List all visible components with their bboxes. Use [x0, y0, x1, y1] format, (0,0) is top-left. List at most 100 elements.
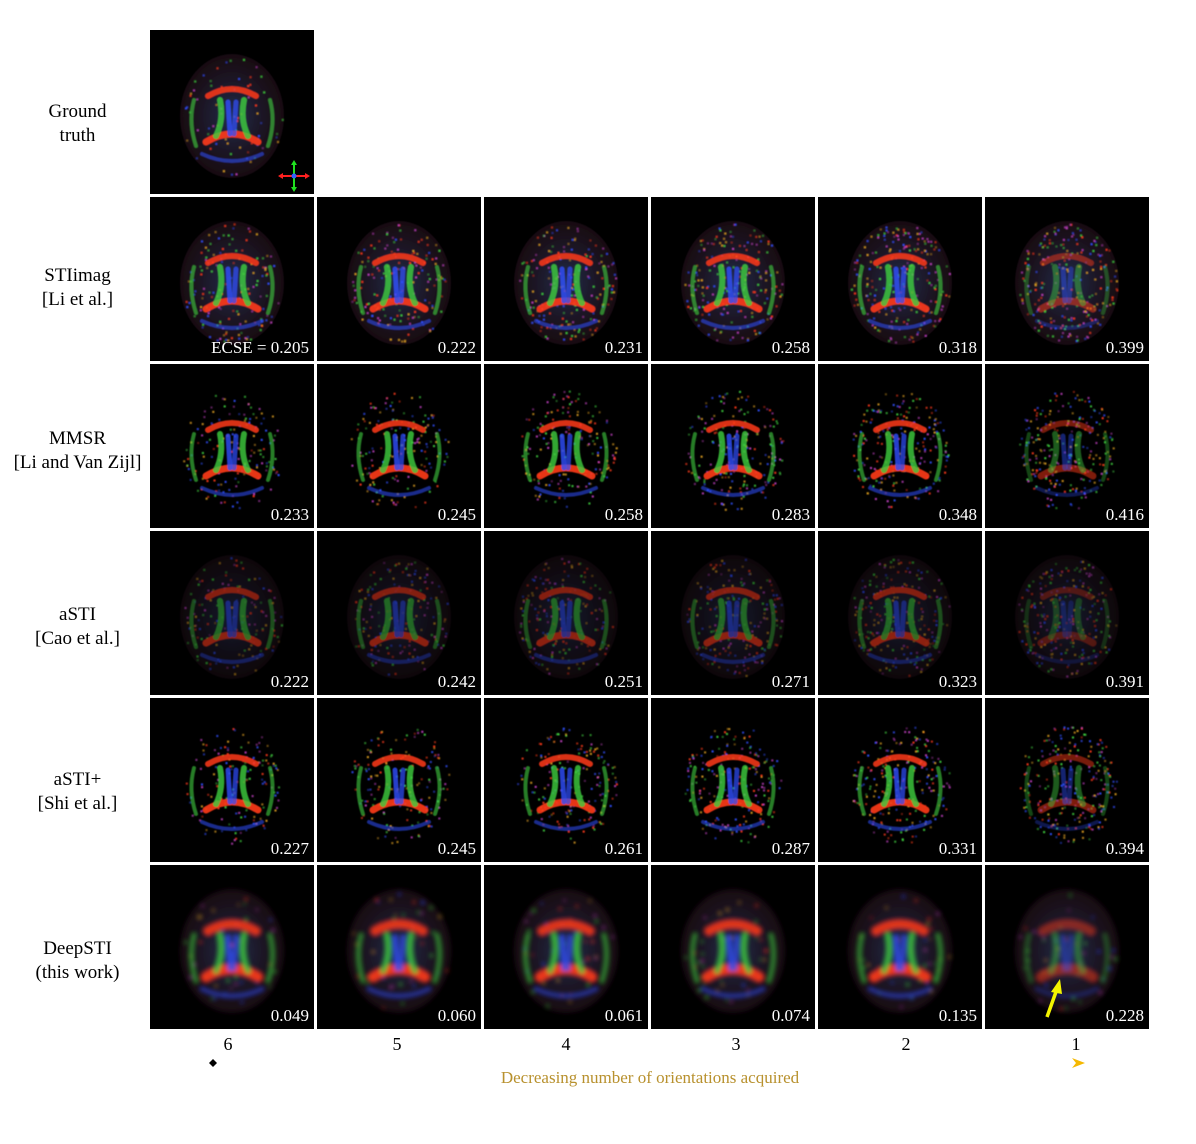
brain-slice-image — [1015, 555, 1119, 679]
column-number-4: 4 — [561, 1034, 571, 1054]
brain-slice-image — [848, 221, 952, 345]
ecse-value: 0.318 — [938, 338, 977, 357]
column-number-3: 3 — [731, 1034, 741, 1054]
reconstruction-image: 0.222 — [150, 531, 314, 695]
brain-slice-image — [685, 390, 785, 511]
brain-slice-image — [347, 221, 451, 345]
row-label-mmsr: MMSR [Li and Van Zijl] — [0, 427, 155, 475]
ecse-value: 0.222 — [437, 338, 476, 357]
ecse-value: 0.233 — [270, 505, 309, 524]
reconstruction-image: 0.231 — [484, 197, 648, 361]
reconstruction-image: 0.228 — [985, 865, 1149, 1029]
row-label-line2: (this work) — [35, 962, 120, 983]
ecse-value: 0.228 — [1105, 1006, 1144, 1025]
brain-slice-image — [185, 728, 281, 845]
ecse-value: 0.271 — [771, 672, 810, 691]
row-label-line1: DeepSTI — [43, 938, 112, 959]
row-label-line2: [Shi et al.] — [37, 793, 118, 814]
reconstruction-image: 0.222 — [317, 197, 481, 361]
row-label-ground-truth: Ground truth — [0, 100, 155, 148]
column-number-2: 2 — [901, 1034, 911, 1054]
brain-slice-image — [514, 555, 618, 679]
axis-caption: Decreasing number of orientations acquir… — [500, 1068, 800, 1087]
row-label-stiimag: STIimag [Li et al.] — [0, 264, 155, 312]
ecse-value: 0.258 — [771, 338, 810, 357]
ecse-value: 0.222 — [270, 672, 309, 691]
ecse-value: 0.242 — [437, 672, 476, 691]
brain-slice-image — [350, 392, 450, 509]
brain-slice-image — [681, 889, 785, 1013]
reconstruction-image: 0.323 — [818, 531, 982, 695]
reconstruction-image: 0.283 — [651, 364, 815, 528]
brain-slice-image — [347, 889, 451, 1013]
brain-slice-image — [848, 889, 952, 1013]
reconstruction-image: 0.049 — [150, 865, 314, 1029]
ecse-value: ECSE = 0.205 — [211, 338, 309, 357]
reconstruction-image: 0.135 — [818, 865, 982, 1029]
row-label-asti: aSTI [Cao et al.] — [0, 603, 155, 651]
brain-slice-image — [1015, 889, 1119, 1018]
reconstruction-image: 0.060 — [317, 865, 481, 1029]
brain-slice-image — [684, 727, 783, 844]
row-label-line1: Ground — [48, 101, 107, 122]
axis-arrowhead — [1072, 1058, 1085, 1068]
brain-slice-image — [681, 555, 785, 679]
reconstruction-image: 0.074 — [651, 865, 815, 1029]
ecse-value: 0.416 — [1105, 505, 1144, 524]
ecse-value: 0.261 — [604, 839, 643, 858]
brain-slice-image — [517, 727, 618, 844]
reconstruction-image: 0.061 — [484, 865, 648, 1029]
orientation-axis-arrow — [209, 1058, 1085, 1068]
column-number-5: 5 — [392, 1034, 402, 1054]
reconstruction-image: 0.348 — [818, 364, 982, 528]
ecse-value: 0.060 — [437, 1006, 476, 1025]
row-label-line1: aSTI — [59, 604, 96, 625]
reconstruction-image: 0.233 — [150, 364, 314, 528]
reconstruction-image: ECSE = 0.205 — [150, 197, 314, 361]
reconstruction-image: 0.391 — [985, 531, 1149, 695]
reconstruction-image: 0.394 — [985, 698, 1149, 862]
brain-slice-image — [1019, 726, 1118, 844]
brain-slice-image — [681, 221, 785, 345]
row-label-line2: [Cao et al.] — [35, 628, 120, 649]
brain-slice-image — [514, 221, 618, 345]
ecse-value: 0.283 — [771, 505, 810, 524]
ecse-value: 0.251 — [604, 672, 643, 691]
ground-truth-image — [150, 30, 314, 194]
reconstruction-image: 0.245 — [317, 698, 481, 862]
reconstruction-image: 0.242 — [317, 531, 481, 695]
axis-start-diamond — [209, 1059, 217, 1067]
brain-slice-image — [180, 889, 284, 1013]
row-label-line2: [Li et al.] — [41, 289, 114, 310]
reconstruction-image: 0.318 — [818, 197, 982, 361]
brain-slice-image — [852, 393, 950, 509]
ecse-value: 0.061 — [604, 1006, 643, 1025]
row-label-deepsti: DeepSTI (this work) — [0, 937, 155, 985]
reconstruction-image: 0.258 — [484, 364, 648, 528]
brain-slice-image — [351, 728, 451, 845]
ecse-value: 0.049 — [270, 1006, 309, 1025]
brain-slice-image — [1019, 390, 1115, 510]
orientation-cross-icon — [278, 160, 310, 192]
ecse-value: 0.323 — [938, 672, 977, 691]
ecse-value: 0.135 — [938, 1006, 977, 1025]
reconstruction-image: 0.251 — [484, 531, 648, 695]
row-label-line1: aSTI+ — [53, 769, 102, 790]
reconstruction-image: 0.245 — [317, 364, 481, 528]
ecse-value: 0.331 — [938, 839, 977, 858]
row-label-line2: [Li and Van Zijl] — [13, 452, 142, 473]
row-label-line1: MMSR — [48, 428, 107, 449]
ecse-value: 0.399 — [1105, 338, 1144, 357]
brain-slice-image — [183, 394, 280, 510]
ecse-value: 0.287 — [771, 839, 810, 858]
reconstruction-image: 0.258 — [651, 197, 815, 361]
ecse-value: 0.391 — [1105, 672, 1144, 691]
ecse-value: 0.258 — [604, 505, 643, 524]
ecse-value: 0.348 — [938, 505, 977, 524]
brain-slice-image — [848, 555, 952, 679]
row-label-line1: STIimag — [44, 265, 111, 286]
reconstruction-image: 0.416 — [985, 364, 1149, 528]
reconstruction-image: 0.271 — [651, 531, 815, 695]
column-number-1: 1 — [1071, 1034, 1081, 1054]
brain-slice-image — [180, 54, 310, 192]
